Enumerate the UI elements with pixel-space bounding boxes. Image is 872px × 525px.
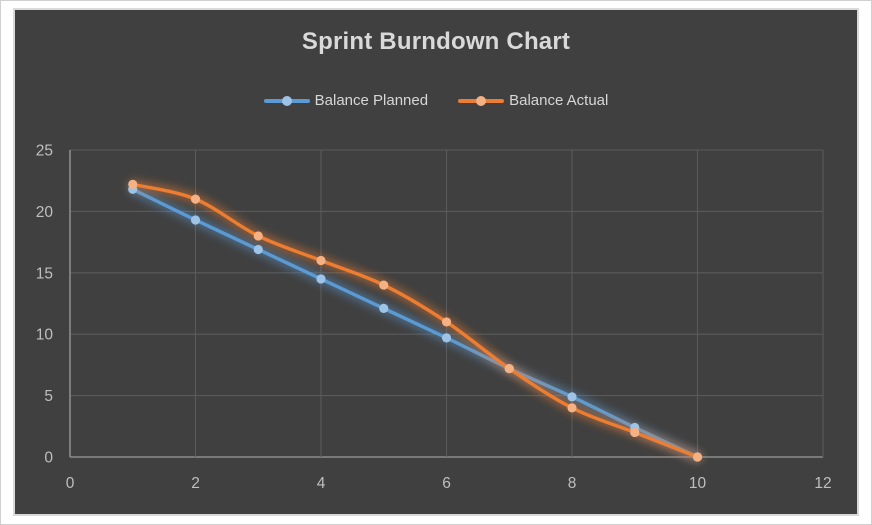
data-point-marker-s0-x2[interactable] [190, 215, 201, 225]
legend-label-balance-actual: Balance Actual [509, 92, 609, 109]
data-point-marker-s1-x5[interactable] [379, 280, 389, 290]
y-tick-label: 20 [36, 204, 54, 221]
legend-item-balance-actual[interactable]: Balance Actual [458, 92, 608, 109]
data-point-marker-s1-x4[interactable] [316, 255, 326, 266]
x-tick-label: 12 [814, 475, 831, 492]
y-tick-label: 10 [36, 327, 54, 344]
data-point-marker-s1-x9[interactable] [630, 427, 640, 438]
legend-label-balance-planned: Balance Planned [314, 92, 429, 109]
x-tick-label: 6 [442, 475, 451, 492]
data-point-marker-s1-x8[interactable] [567, 403, 577, 413]
data-point-marker-s1-x6[interactable] [441, 317, 452, 327]
actual-line-marker-icon [458, 95, 505, 106]
series-line-balance-actual[interactable] [131, 182, 700, 459]
legend-item-balance-planned[interactable]: Balance Planned [263, 92, 429, 109]
series-layer [128, 179, 703, 462]
data-point-marker-s1-x3[interactable] [253, 231, 263, 241]
plot-svg: 0 2 4 6 8 10 12 0 5 10 15 20 25 [36, 143, 832, 493]
x-tick-label: 10 [689, 475, 707, 492]
x-tick-label: 8 [568, 475, 577, 492]
data-point-marker-s0-x6[interactable] [441, 333, 452, 343]
data-point-marker-s0-x3[interactable] [253, 244, 263, 255]
data-point-marker-s1-x2[interactable] [190, 194, 201, 204]
x-tick-label: 0 [66, 475, 75, 492]
data-point-marker-s0-x4[interactable] [316, 274, 326, 284]
gridlines-layer [69, 149, 824, 458]
x-tick-label: 2 [191, 475, 200, 492]
y-tick-label: 25 [36, 143, 53, 160]
data-point-marker-s0-x8[interactable] [567, 392, 577, 402]
series-line-balance-planned[interactable] [131, 187, 700, 459]
y-tick-label: 15 [36, 265, 53, 282]
burndown-chart-object[interactable]: 0 2 4 6 8 10 12 0 5 10 15 20 25 Sprint Burndown Char… [13, 8, 859, 516]
data-point-marker-s1-x10[interactable] [692, 452, 703, 462]
y-tick-label: 5 [44, 388, 53, 405]
chart-legend: Balance Planned Balance Actual [15, 92, 857, 109]
data-point-marker-s1-x7[interactable] [504, 363, 514, 374]
data-point-marker-s1-x1[interactable] [128, 179, 138, 189]
data-point-marker-s0-x5[interactable] [379, 303, 389, 314]
x-tick-label: 4 [317, 475, 326, 492]
planned-line-marker-icon [263, 95, 310, 106]
tick-labels-layer: 0 2 4 6 8 10 12 0 5 10 15 20 25 [36, 143, 832, 493]
chart-title[interactable]: Sprint Burndown Chart [301, 28, 571, 55]
y-tick-label: 0 [44, 450, 53, 467]
